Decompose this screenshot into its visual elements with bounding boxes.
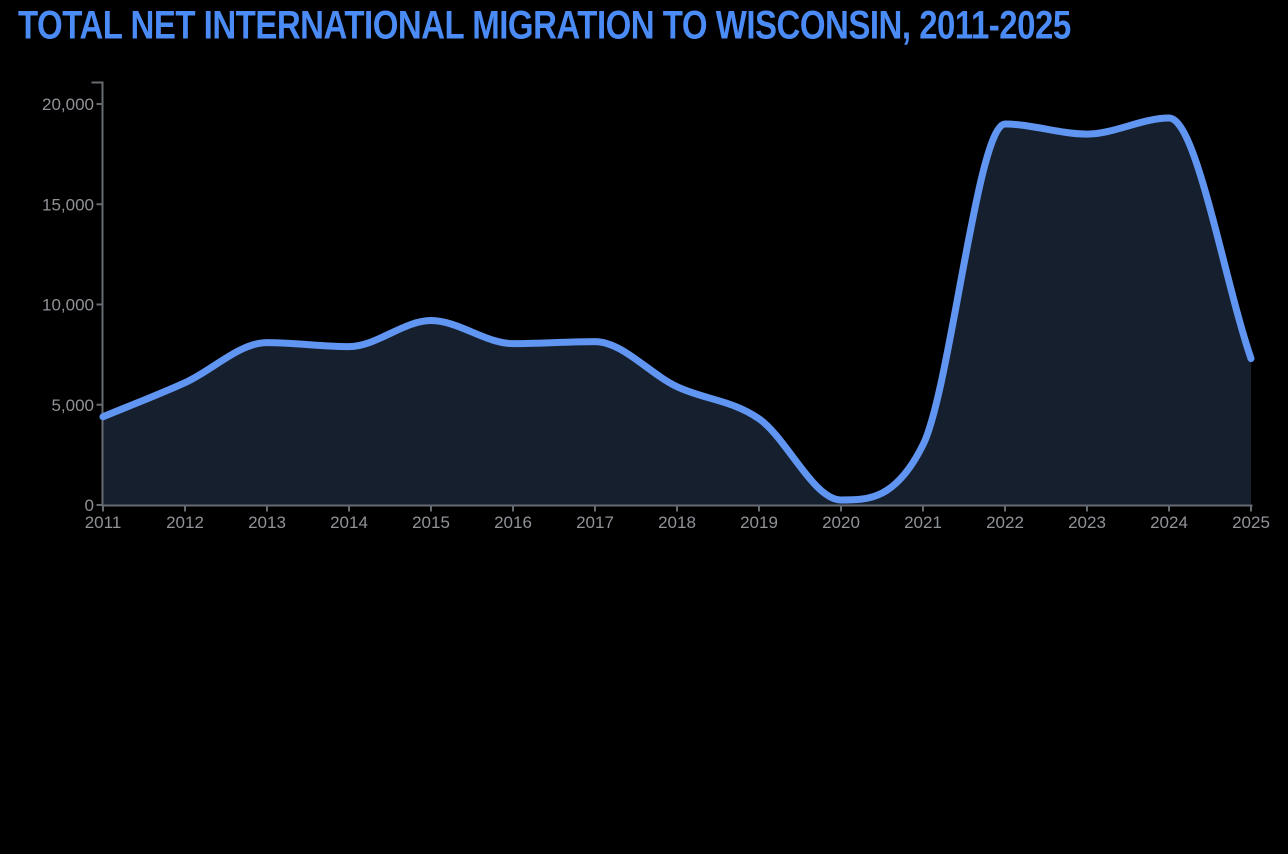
x-tick-label: 2017 (576, 513, 614, 532)
x-tick-label: 2018 (658, 513, 696, 532)
x-tick-label: 2016 (494, 513, 532, 532)
x-tick-label: 2020 (822, 513, 860, 532)
y-tick-label: 15,000 (42, 195, 94, 214)
x-tick-label: 2013 (248, 513, 286, 532)
x-tick-label: 2014 (330, 513, 368, 532)
x-tick-label: 2012 (166, 513, 204, 532)
y-tick-label: 0 (85, 496, 94, 515)
x-tick-label: 2025 (1232, 513, 1270, 532)
y-tick-label: 5,000 (51, 396, 94, 415)
x-tick-label: 2015 (412, 513, 450, 532)
x-tick-label: 2024 (1150, 513, 1188, 532)
x-tick-label: 2023 (1068, 513, 1106, 532)
migration-line (99, 114, 1255, 504)
chart-title: TOTAL NET INTERNATIONAL MIGRATION TO WIS… (18, 2, 1071, 48)
x-tick-label: 2019 (740, 513, 778, 532)
x-tick-label: 2022 (986, 513, 1024, 532)
area-fill (103, 118, 1251, 505)
y-tick-label: 10,000 (42, 296, 94, 315)
y-tick-label: 20,000 (42, 95, 94, 114)
x-tick-label: 2011 (85, 513, 122, 532)
x-tick-label: 2021 (904, 513, 942, 532)
